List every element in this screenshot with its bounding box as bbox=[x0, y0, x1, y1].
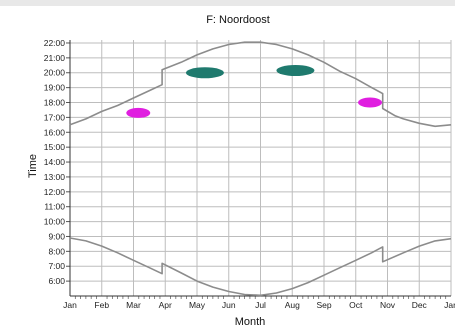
x-tick-label: May bbox=[189, 300, 206, 310]
teal-marker bbox=[276, 65, 315, 77]
markers bbox=[126, 65, 383, 118]
series-lines bbox=[69, 41, 452, 297]
tick-labels: 6:00 7:00 8:00 9:00 10:00 11:00 12:00 13:00 14:0… bbox=[44, 38, 455, 310]
y-tick-label: 21:00 bbox=[44, 53, 66, 63]
y-tick-label: 19:00 bbox=[44, 83, 66, 93]
y-tick-label: 22:00 bbox=[44, 38, 66, 48]
y-tick-label: 20:00 bbox=[44, 68, 66, 78]
y-tick-label: 16:00 bbox=[44, 127, 66, 137]
y-tick-label: 18:00 bbox=[44, 98, 66, 108]
y-tick-label: 11:00 bbox=[44, 202, 65, 212]
x-tick-label: Dec bbox=[412, 300, 428, 310]
y-tick-label: 9:00 bbox=[48, 231, 65, 241]
y-tick-label: 12:00 bbox=[44, 187, 66, 197]
x-tick-label: Apr bbox=[159, 300, 172, 310]
grid bbox=[66, 40, 452, 299]
sunrise-line bbox=[69, 237, 452, 297]
y-tick-label: 7:00 bbox=[48, 261, 65, 271]
y-tick-label: 15:00 bbox=[44, 142, 66, 152]
x-tick-label: Sep bbox=[316, 300, 331, 310]
x-tick-label: Jan bbox=[444, 300, 455, 310]
x-axis-label: Month bbox=[235, 316, 266, 328]
y-tick-label: 8:00 bbox=[48, 246, 65, 256]
x-tick-label: Jan bbox=[63, 300, 77, 310]
magenta-marker bbox=[358, 97, 383, 108]
y-tick-label: 10:00 bbox=[44, 217, 66, 227]
sunset-line bbox=[69, 41, 452, 128]
teal-marker bbox=[185, 67, 224, 79]
y-axis-label: Time bbox=[27, 154, 39, 178]
y-tick-label: 13:00 bbox=[44, 172, 66, 182]
y-tick-label: 6:00 bbox=[48, 276, 65, 286]
x-tick-label: Nov bbox=[380, 300, 396, 310]
x-tick-label: Jul bbox=[255, 300, 266, 310]
x-tick-label: Oct bbox=[349, 300, 363, 310]
x-tick-label: Jun bbox=[222, 300, 236, 310]
y-tick-label: 17:00 bbox=[44, 112, 66, 122]
x-tick-label: Feb bbox=[94, 300, 109, 310]
chart-title: F: Noordoost bbox=[206, 14, 270, 26]
x-tick-label: Aug bbox=[285, 300, 300, 310]
top-band bbox=[0, 0, 455, 6]
magenta-marker bbox=[126, 107, 151, 118]
y-tick-label: 14:00 bbox=[44, 157, 66, 167]
x-tick-label: Mar bbox=[126, 300, 141, 310]
